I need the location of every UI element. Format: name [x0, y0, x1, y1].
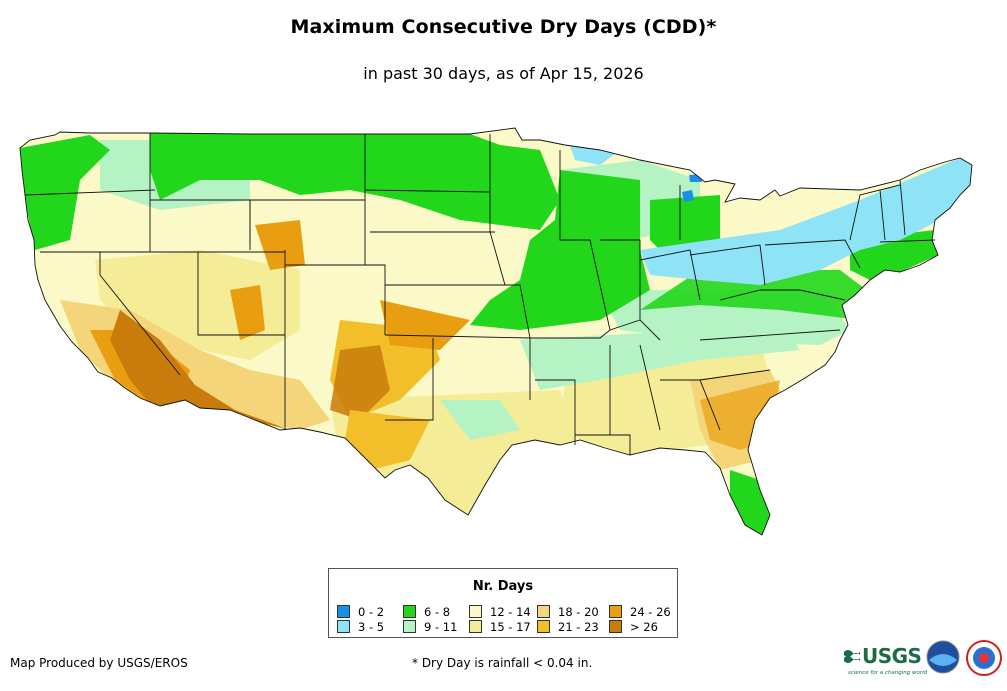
map-title: Maximum Consecutive Dry Days (CDD)*	[290, 16, 717, 38]
legend-item: 18 - 20	[537, 605, 599, 619]
legend-item: 21 - 23	[537, 620, 599, 634]
legend-label: 12 - 14	[490, 605, 531, 619]
legend-swatch	[537, 605, 550, 618]
legend-label: 21 - 23	[558, 620, 599, 634]
usgs-tagline: science for a changing world	[848, 670, 928, 676]
state-boundaries	[19, 127, 973, 536]
footnote: * Dry Day is rainfall < 0.04 in.	[412, 656, 593, 670]
legend-swatch	[403, 605, 416, 618]
noaa-logo-icon	[926, 640, 960, 674]
map-subtitle: in past 30 days, as of Apr 15, 2026	[363, 64, 644, 83]
legend-label: 24 - 26	[630, 605, 671, 619]
legend-label: 3 - 5	[358, 620, 385, 634]
legend-item: > 26	[609, 620, 658, 634]
legend-swatch	[537, 620, 550, 633]
legend-swatch	[469, 605, 482, 618]
legend-swatch	[609, 620, 622, 633]
legend-title: Nr. Days	[472, 579, 534, 594]
legend-item: 12 - 14	[469, 605, 531, 619]
legend-item: 0 - 2	[337, 605, 384, 619]
legend-swatch	[403, 620, 416, 633]
legend-label: 15 - 17	[490, 620, 531, 634]
legend-item: 3 - 5	[337, 620, 384, 634]
cdd-raster	[20, 128, 972, 535]
legend-swatch	[337, 605, 350, 618]
legend-item: 9 - 11	[403, 620, 457, 634]
legend-item: 15 - 17	[469, 620, 531, 634]
legend-label: 6 - 8	[424, 605, 451, 619]
legend-label: 0 - 2	[358, 605, 385, 619]
legend-swatch	[337, 620, 350, 633]
legend-swatch	[469, 620, 482, 633]
map-credit: Map Produced by USGS/EROS	[10, 656, 188, 670]
legend-label: > 26	[630, 620, 658, 634]
legend-item: 6 - 8	[403, 605, 450, 619]
legend-swatch	[609, 605, 622, 618]
usgs-logo-text: USGS	[862, 644, 922, 668]
agency-logos: USGS science for a changing world	[844, 640, 1004, 684]
legend-item: 24 - 26	[609, 605, 671, 619]
national-weather-service-logo-icon	[966, 640, 1002, 676]
legend-label: 9 - 11	[424, 620, 458, 634]
usgs-wave-icon	[844, 650, 860, 663]
legend-label: 18 - 20	[558, 605, 599, 619]
